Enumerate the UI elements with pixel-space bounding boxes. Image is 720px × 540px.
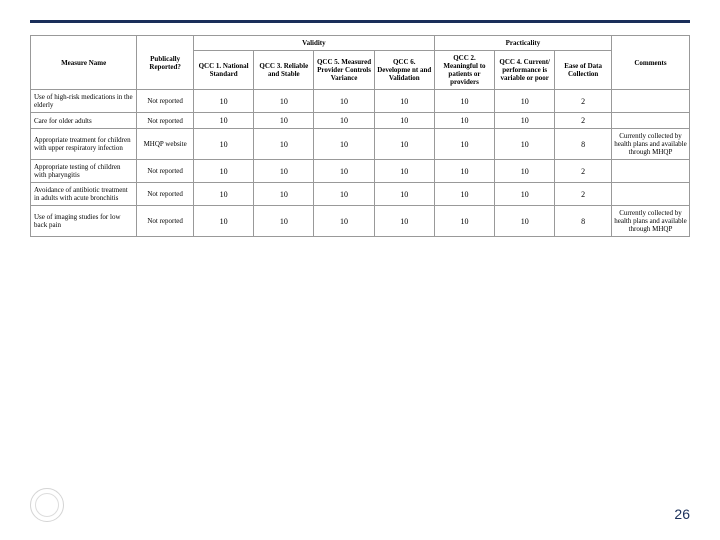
th-qcc3: QCC 3. Reliable and Stable: [254, 51, 314, 90]
cell-value: 2: [555, 160, 612, 183]
page-number: 26: [674, 506, 690, 522]
top-rule: [30, 20, 690, 23]
cell-value: 10: [434, 183, 494, 206]
cell-measure: Use of imaging studies for low back pain: [31, 206, 137, 237]
th-qcc2: QCC 2. Meaningful to patients or provide…: [434, 51, 494, 90]
cell-comment: [611, 90, 689, 113]
th-measure: Measure Name: [31, 36, 137, 90]
cell-pub: Not reported: [137, 183, 194, 206]
footer-seal: [30, 488, 64, 522]
cell-pub: Not reported: [137, 113, 194, 129]
cell-value: 10: [374, 183, 434, 206]
cell-value: 10: [193, 90, 253, 113]
cell-comment: Currently collected by health plans and …: [611, 129, 689, 160]
cell-value: 10: [495, 129, 555, 160]
cell-value: 10: [374, 129, 434, 160]
cell-value: 10: [254, 206, 314, 237]
cell-comment: [611, 160, 689, 183]
cell-comment: [611, 113, 689, 129]
table-body: Use of high-risk medications in the elde…: [31, 90, 690, 237]
cell-value: 8: [555, 206, 612, 237]
cell-value: 10: [434, 206, 494, 237]
th-qcc5: QCC 5. Measured Provider Controls Varian…: [314, 51, 374, 90]
cell-value: 10: [193, 160, 253, 183]
cell-value: 10: [495, 113, 555, 129]
table-row: Use of high-risk medications in the elde…: [31, 90, 690, 113]
cell-comment: [611, 183, 689, 206]
cell-value: 10: [314, 206, 374, 237]
cell-value: 2: [555, 113, 612, 129]
cell-value: 10: [495, 183, 555, 206]
cell-value: 10: [254, 183, 314, 206]
cell-value: 10: [495, 90, 555, 113]
cell-measure: Avoidance of antibiotic treatment in adu…: [31, 183, 137, 206]
cell-value: 10: [193, 113, 253, 129]
cell-value: 10: [374, 113, 434, 129]
cell-pub: Not reported: [137, 206, 194, 237]
table-row: Appropriate testing of children with pha…: [31, 160, 690, 183]
th-qcc4: QCC 4. Current/ performance is variable …: [495, 51, 555, 90]
cell-value: 10: [314, 113, 374, 129]
cell-value: 10: [314, 129, 374, 160]
cell-value: 10: [434, 90, 494, 113]
cell-measure: Appropriate testing of children with pha…: [31, 160, 137, 183]
th-qcc1: QCC 1. National Standard: [193, 51, 253, 90]
cell-value: 10: [254, 90, 314, 113]
cell-measure: Appropriate treatment for children with …: [31, 129, 137, 160]
cell-value: 10: [314, 90, 374, 113]
cell-measure: Care for older adults: [31, 113, 137, 129]
cell-value: 2: [555, 90, 612, 113]
cell-value: 10: [374, 206, 434, 237]
th-qcc6: QCC 6. Developme nt and Validation: [374, 51, 434, 90]
th-publically: Publically Reported?: [137, 36, 194, 90]
table-row: Appropriate treatment for children with …: [31, 129, 690, 160]
cell-value: 10: [495, 160, 555, 183]
seal-inner-icon: [35, 493, 59, 517]
th-comments: Comments: [611, 36, 689, 90]
cell-measure: Use of high-risk medications in the elde…: [31, 90, 137, 113]
cell-value: 10: [434, 113, 494, 129]
th-ease: Ease of Data Collection: [555, 51, 612, 90]
table-row: Use of imaging studies for low back pain…: [31, 206, 690, 237]
cell-pub: Not reported: [137, 160, 194, 183]
cell-value: 8: [555, 129, 612, 160]
cell-value: 10: [495, 206, 555, 237]
cell-comment: Currently collected by health plans and …: [611, 206, 689, 237]
cell-value: 10: [193, 206, 253, 237]
cell-value: 10: [254, 113, 314, 129]
cell-value: 2: [555, 183, 612, 206]
cell-value: 10: [254, 129, 314, 160]
cell-pub: MHQP website: [137, 129, 194, 160]
cell-value: 10: [314, 160, 374, 183]
cell-value: 10: [314, 183, 374, 206]
cell-value: 10: [193, 183, 253, 206]
cell-value: 10: [193, 129, 253, 160]
cell-value: 10: [434, 129, 494, 160]
table-row: Care for older adultsNot reported1010101…: [31, 113, 690, 129]
table-row: Avoidance of antibiotic treatment in adu…: [31, 183, 690, 206]
th-validity: Validity: [193, 36, 434, 51]
cell-value: 10: [254, 160, 314, 183]
cell-value: 10: [434, 160, 494, 183]
measures-table: Measure Name Publically Reported? Validi…: [30, 35, 690, 237]
th-practicality: Practicality: [434, 36, 611, 51]
seal-icon: [30, 488, 64, 522]
cell-value: 10: [374, 160, 434, 183]
cell-value: 10: [374, 90, 434, 113]
cell-pub: Not reported: [137, 90, 194, 113]
